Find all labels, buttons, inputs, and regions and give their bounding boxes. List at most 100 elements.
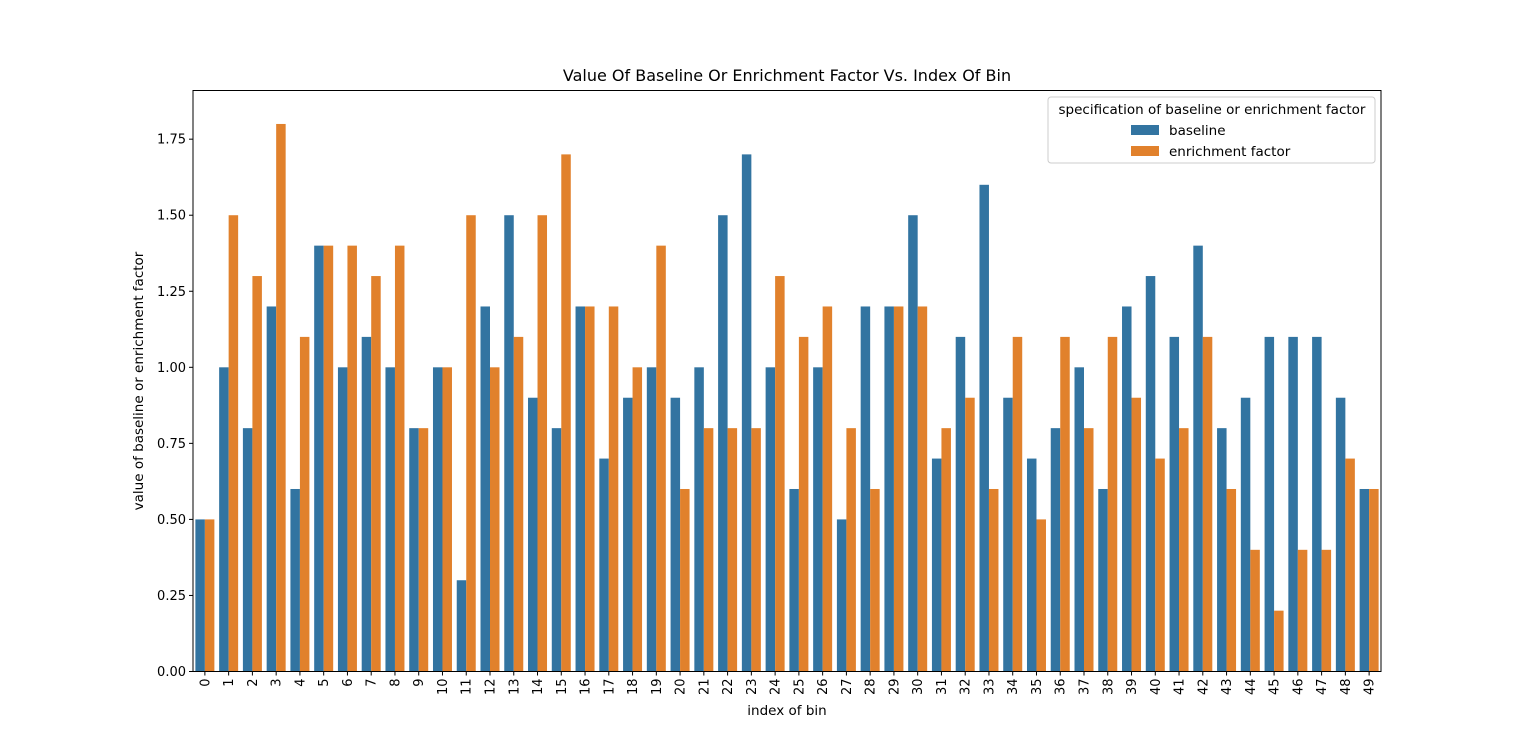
bar-enrichment-factor-9 xyxy=(418,428,429,672)
x-tick-label: 19 xyxy=(650,679,665,696)
bar-baseline-38 xyxy=(1098,488,1108,672)
bar-baseline-7 xyxy=(361,336,372,672)
bar-enrichment-factor-36 xyxy=(1060,336,1070,672)
bar-baseline-35 xyxy=(1026,458,1037,672)
legend: specification of baseline or enrichment … xyxy=(1047,96,1376,164)
bar-baseline-10 xyxy=(432,367,443,672)
x-tick-label: 47 xyxy=(1315,679,1330,696)
bar-baseline-15 xyxy=(551,428,562,672)
legend-box xyxy=(1047,96,1376,164)
bar-enrichment-factor-17 xyxy=(608,306,619,672)
bar-enrichment-factor-11 xyxy=(466,215,476,672)
legend-swatch-baseline xyxy=(1131,125,1159,135)
x-tick-label: 21 xyxy=(697,679,712,696)
x-tick-label: 2 xyxy=(246,679,261,687)
x-tick-label: 42 xyxy=(1196,679,1211,696)
bar-enrichment-factor-34 xyxy=(1012,336,1023,672)
bar-baseline-44 xyxy=(1240,397,1251,672)
chart-title: Value Of Baseline Or Enrichment Factor V… xyxy=(563,66,1011,85)
plot-frame xyxy=(192,90,1382,672)
x-tick-label: 32 xyxy=(959,679,974,696)
bar-baseline-23 xyxy=(741,154,752,672)
x-tick-label: 23 xyxy=(745,679,760,696)
x-tick-label: 31 xyxy=(935,679,950,696)
x-tick-label: 48 xyxy=(1339,679,1354,696)
bar-baseline-32 xyxy=(955,336,966,672)
y-axis-label: value of baseline or enrichment factor xyxy=(131,251,147,510)
bar-baseline-18 xyxy=(623,397,633,672)
x-tick-label: 24 xyxy=(769,679,784,696)
x-tick-label: 28 xyxy=(864,679,879,696)
bar-enrichment-factor-27 xyxy=(846,428,856,672)
y-tick-label: 0.50 xyxy=(157,513,186,528)
bar-baseline-28 xyxy=(860,306,871,672)
bar-baseline-41 xyxy=(1169,336,1180,672)
bar-enrichment-factor-47 xyxy=(1321,549,1332,672)
x-axis-label: index of bin xyxy=(747,703,826,719)
bar-baseline-34 xyxy=(1003,397,1013,672)
bar-enrichment-factor-21 xyxy=(703,428,714,672)
bar-baseline-33 xyxy=(979,184,989,672)
bar-enrichment-factor-26 xyxy=(822,306,833,672)
x-tick-label: 37 xyxy=(1078,679,1093,696)
bar-enrichment-factor-3 xyxy=(276,123,286,672)
bar-baseline-31 xyxy=(931,458,942,672)
bar-baseline-43 xyxy=(1217,428,1227,672)
bar-baseline-6 xyxy=(337,367,348,672)
x-tick-label: 36 xyxy=(1054,679,1069,696)
bar-enrichment-factor-25 xyxy=(798,336,809,672)
x-tick-label: 22 xyxy=(721,679,736,696)
bar-baseline-39 xyxy=(1122,306,1132,672)
bar-enrichment-factor-15 xyxy=(561,154,571,672)
bar-enrichment-factor-5 xyxy=(323,245,334,672)
x-tick-label: 4 xyxy=(293,679,308,687)
bar-enrichment-factor-4 xyxy=(299,336,310,672)
bar-enrichment-factor-48 xyxy=(1345,458,1355,672)
x-tick-label: 49 xyxy=(1363,679,1378,696)
x-axis: 0 1 2 3 4 5 6 7 8 9 10 11 12 13 14 15 16 17 18 19 20 21 22 23 24… xyxy=(198,671,1378,696)
bar-enrichment-factor-32 xyxy=(965,397,975,672)
bar-baseline-17 xyxy=(599,458,609,672)
bar-baseline-11 xyxy=(456,580,467,672)
bar-enrichment-factor-12 xyxy=(490,367,500,672)
x-tick-label: 33 xyxy=(982,679,997,696)
bar-baseline-36 xyxy=(1050,428,1061,672)
x-tick-label: 13 xyxy=(507,679,522,696)
x-tick-label: 25 xyxy=(792,679,807,696)
bar-enrichment-factor-7 xyxy=(371,276,381,672)
x-tick-label: 0 xyxy=(198,679,213,687)
bar-baseline-3 xyxy=(266,306,277,672)
x-tick-label: 41 xyxy=(1173,679,1188,696)
x-tick-label: 29 xyxy=(887,679,902,696)
x-tick-label: 8 xyxy=(388,679,403,687)
x-tick-label: 5 xyxy=(317,679,332,687)
x-tick-label: 16 xyxy=(579,679,594,696)
y-axis: 0.00 0.25 0.50 0.75 1.00 1.25 1.50 1.75 xyxy=(157,133,193,680)
bar-baseline-26 xyxy=(813,367,823,672)
bar-baseline-49 xyxy=(1359,488,1370,672)
bar-enrichment-factor-35 xyxy=(1036,519,1046,672)
bar-enrichment-factor-19 xyxy=(656,245,666,672)
bar-enrichment-factor-42 xyxy=(1202,336,1213,672)
bar-enrichment-factor-38 xyxy=(1107,336,1118,672)
bar-enrichment-factor-41 xyxy=(1179,428,1189,672)
bar-baseline-47 xyxy=(1312,336,1322,672)
bar-baseline-5 xyxy=(314,245,324,672)
bar-baseline-24 xyxy=(765,367,776,672)
bar-baseline-14 xyxy=(528,397,538,672)
bar-enrichment-factor-13 xyxy=(513,336,524,672)
bar-enrichment-factor-14 xyxy=(537,215,548,672)
x-tick-label: 27 xyxy=(840,679,855,696)
bar-baseline-27 xyxy=(836,519,847,672)
bar-baseline-9 xyxy=(409,428,419,672)
bar-baseline-4 xyxy=(290,488,300,672)
x-tick-label: 14 xyxy=(531,679,546,696)
bar-baseline-30 xyxy=(908,215,918,672)
bar-enrichment-factor-10 xyxy=(442,367,452,672)
bar-baseline-22 xyxy=(718,215,728,672)
bar-enrichment-factor-0 xyxy=(204,519,215,672)
legend-label-enrichment-factor: enrichment factor xyxy=(1169,144,1291,160)
y-tick-label: 1.50 xyxy=(157,209,186,224)
x-tick-label: 17 xyxy=(602,679,617,696)
